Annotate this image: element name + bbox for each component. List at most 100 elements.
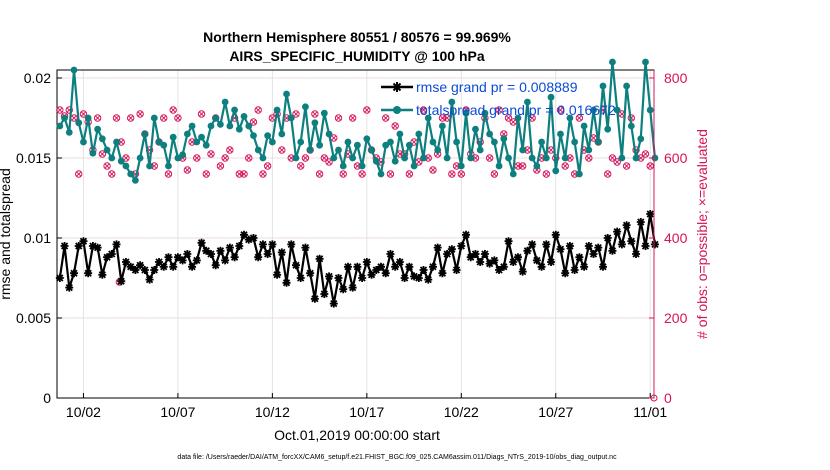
obs-possible-marker-124: [641, 150, 650, 158]
obs-possible-marker-110: [575, 114, 584, 122]
rmse-point-79: [428, 262, 437, 271]
spread-point-82: [443, 154, 451, 162]
obs-evaluated-marker-96: [510, 119, 516, 125]
rmse-point-19: [145, 275, 154, 284]
rmse-point-16: [131, 266, 140, 274]
obs-evaluated-marker-74: [406, 171, 412, 177]
obs-possible-marker-23: [164, 170, 173, 178]
obs-evaluated-marker-123: [638, 155, 644, 161]
obs-possible-marker-30: [197, 110, 206, 118]
obs-evaluated-marker-52: [302, 155, 308, 161]
obs-evaluated-marker-95: [505, 115, 512, 121]
spread-point-29: [193, 138, 201, 146]
obs-evaluated-marker-83: [449, 171, 455, 177]
obs-possible-marker-81: [438, 114, 447, 122]
obs-possible-marker-57: [325, 158, 333, 166]
spread-point-91: [486, 130, 494, 138]
spread-point-62: [349, 154, 357, 162]
rmse-point-100: [528, 240, 537, 249]
obs-possible-marker-93: [495, 106, 503, 114]
obs-point-8: [93, 114, 102, 122]
rmse-point-26: [178, 256, 187, 265]
obs-point-27: [183, 166, 192, 174]
obs-evaluated-marker-76: [416, 159, 422, 165]
obs-possible-marker-34: [216, 162, 225, 170]
obs-point-44: [263, 162, 272, 170]
rmse-point-27: [183, 250, 192, 258]
rmse-point-81: [438, 269, 447, 278]
obs-possible-marker-112: [585, 154, 593, 162]
obs-possible-marker-116: [604, 170, 612, 178]
obs-possible-marker-120: [622, 162, 631, 170]
obs-point-15: [126, 114, 135, 122]
spread-point-85: [457, 162, 465, 170]
spread-point-50: [292, 154, 300, 162]
obs-point-47: [278, 146, 286, 154]
rmse-point-58: [329, 299, 338, 308]
rmse-point-118: [613, 227, 622, 236]
obs-evaluated-marker-3: [71, 115, 77, 121]
spread-point-72: [396, 130, 404, 138]
rmse-point-112: [584, 242, 593, 250]
spread-point-88: [472, 125, 479, 133]
obs-possible-marker-24: [169, 106, 177, 114]
obs-evaluated-marker-47: [279, 147, 285, 153]
rmse-point-76: [414, 274, 423, 282]
spread-point-112: [585, 146, 593, 154]
rmse-point-15: [126, 262, 135, 271]
x-tick-label-0: 10/02: [66, 404, 101, 420]
obs-point-116: [604, 170, 612, 178]
obs-possible-marker-43: [259, 170, 267, 178]
rmse-point-36: [225, 243, 234, 252]
obs-possible-marker-85: [457, 170, 465, 178]
obs-evaluated-marker-79: [430, 167, 436, 173]
spread-point-110: [575, 170, 583, 178]
rmse-point-7: [88, 242, 97, 250]
obs-possible-marker-36: [226, 146, 234, 154]
obs-point-95: [504, 114, 513, 122]
obs-possible-marker-5: [79, 110, 88, 118]
y-left-tick-label-4: 0.02: [24, 70, 51, 86]
left-y-axis-ticks: 0 0.005 0.01 0.015 0.02: [16, 70, 62, 406]
spread-point-106: [557, 130, 564, 138]
spread-point-115: [599, 82, 607, 90]
spread-point-61: [344, 138, 352, 146]
obs-point-64: [358, 170, 366, 178]
spread-point-26: [179, 151, 187, 159]
spread-point-90: [481, 109, 489, 117]
rmse-point-3: [70, 269, 79, 278]
rmse-point-63: [353, 262, 362, 271]
obs-possible-marker-38: [235, 170, 244, 178]
spread-point-37: [231, 106, 238, 114]
spread-point-80: [434, 146, 442, 154]
obs-evaluated-marker-25: [175, 115, 181, 121]
spread-point-0: [56, 122, 64, 130]
rmse-point-51: [296, 274, 305, 282]
spread-point-123: [637, 135, 645, 143]
spread-point-35: [221, 98, 229, 106]
obs-evaluated-marker-40: [246, 155, 252, 161]
spread-point-75: [410, 162, 418, 170]
obs-possible-marker-12: [112, 114, 121, 122]
obs-possible-marker-31: [202, 170, 210, 178]
obs-evaluated-marker-91: [487, 155, 493, 161]
spread-point-14: [122, 162, 130, 170]
rmse-point-55: [315, 254, 324, 263]
obs-point-54: [311, 110, 319, 118]
rmse-point-99: [523, 246, 532, 255]
spread-point-4: [75, 119, 83, 127]
obs-evaluated-marker-63: [354, 163, 360, 169]
obs-evaluated-marker-118: [614, 159, 620, 165]
obs-point-12: [112, 114, 121, 122]
rmse-point-88: [471, 250, 480, 258]
rmse-point-22: [159, 262, 168, 271]
obs-possible-marker-25: [174, 114, 182, 122]
y-left-tick-label-1: 0.005: [16, 310, 51, 326]
obs-evaluated-marker-35: [222, 155, 228, 161]
obs-possible-marker-44: [263, 162, 272, 170]
obs-evaluated-marker-36: [227, 147, 233, 153]
x-tick-label-3: 10/17: [349, 404, 384, 420]
obs-possible-marker-118: [613, 158, 621, 166]
x-tick-label-5: 10/27: [538, 404, 573, 420]
